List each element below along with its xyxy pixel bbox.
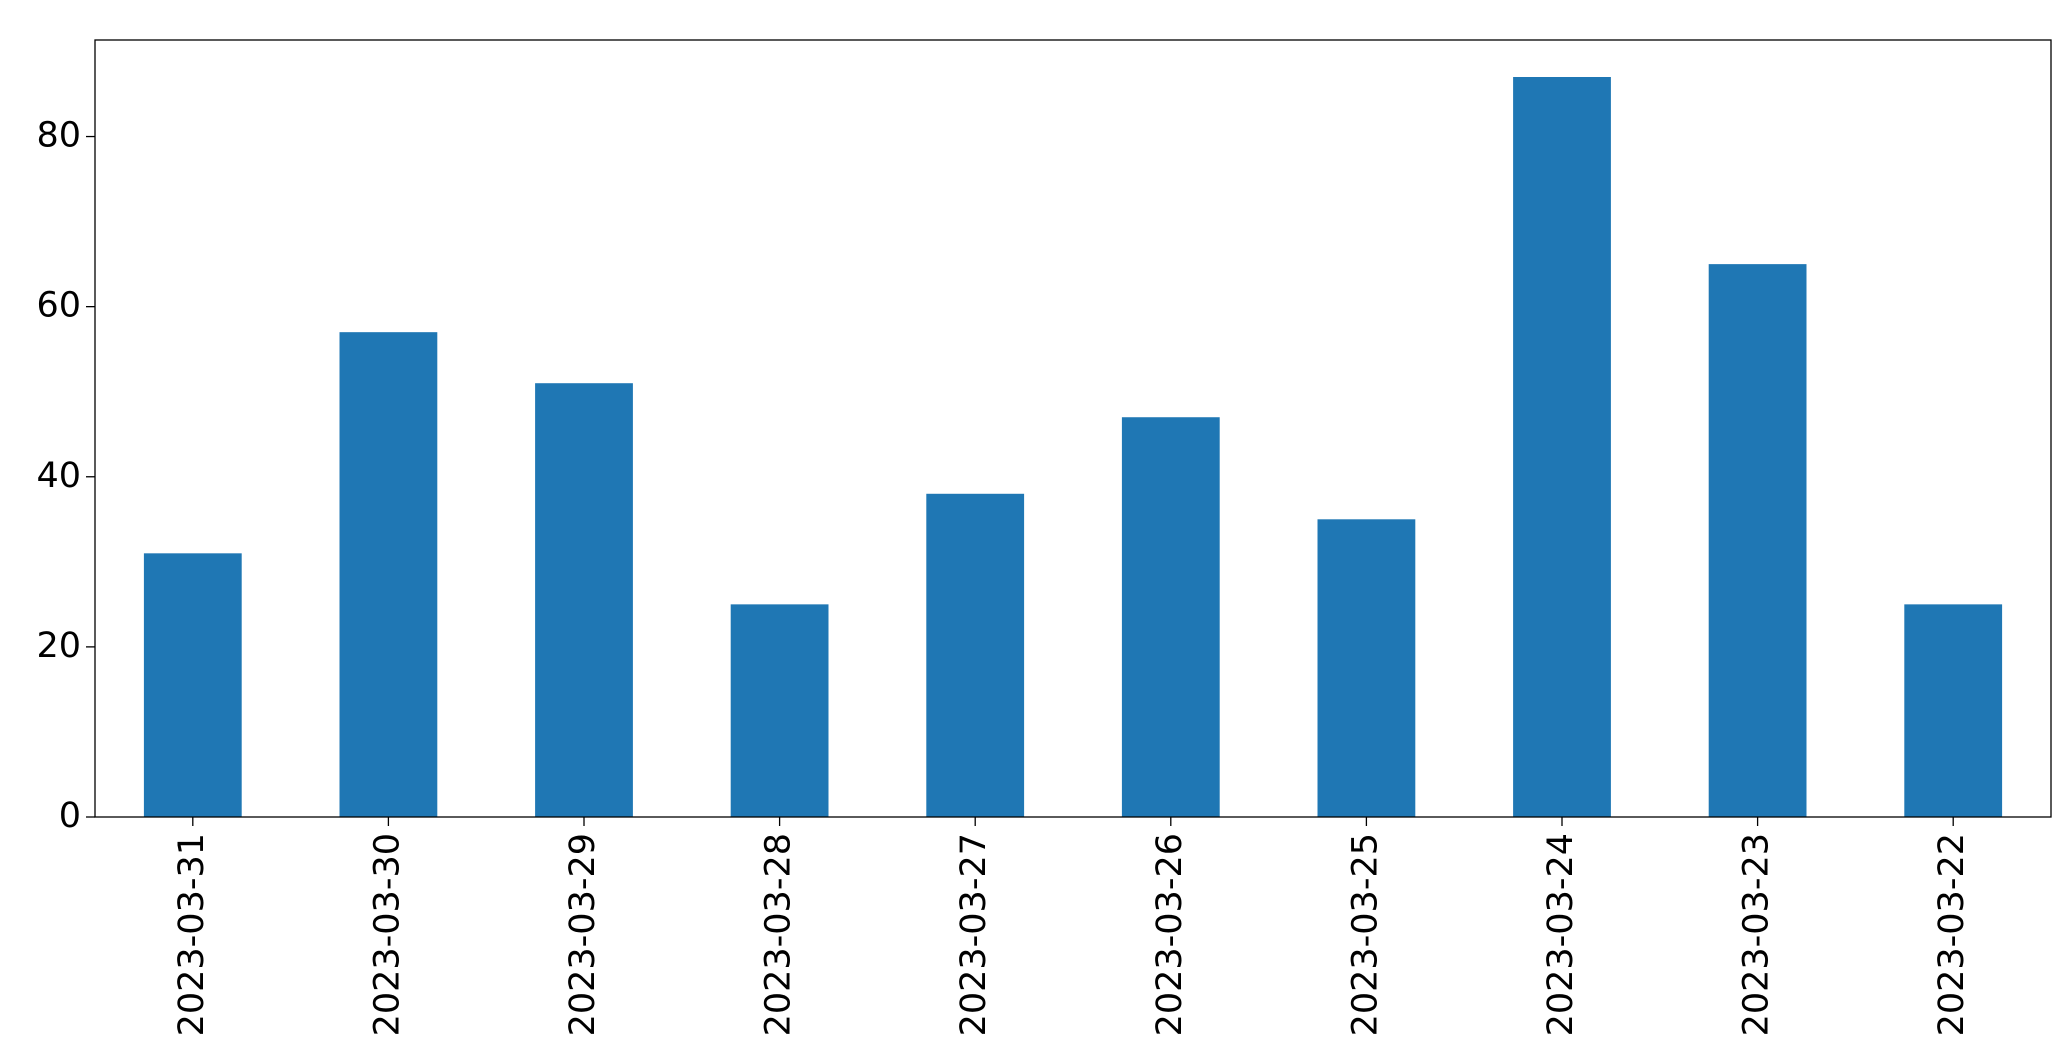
y-tick-label: 20 bbox=[36, 626, 81, 666]
y-tick-label: 0 bbox=[59, 796, 81, 836]
bar bbox=[339, 332, 438, 817]
x-tick-label: 2023-03-22 bbox=[1932, 833, 1972, 1036]
x-tick-label: 2023-03-31 bbox=[172, 833, 212, 1036]
plot-frame bbox=[94, 39, 2052, 818]
x-tick-label: 2023-03-24 bbox=[1541, 833, 1581, 1036]
bar bbox=[1317, 519, 1416, 817]
x-tick-label: 2023-03-29 bbox=[563, 833, 603, 1036]
bar bbox=[1708, 264, 1807, 817]
x-tick-label: 2023-03-30 bbox=[367, 833, 407, 1036]
bar bbox=[730, 604, 829, 817]
bar bbox=[1904, 604, 2003, 817]
x-tick-label: 2023-03-23 bbox=[1737, 833, 1777, 1036]
bar bbox=[1121, 417, 1220, 817]
y-tick-label: 80 bbox=[36, 116, 81, 156]
bar bbox=[1513, 77, 1611, 817]
bar bbox=[535, 383, 633, 817]
bar bbox=[143, 553, 242, 817]
x-tick-label: 2023-03-25 bbox=[1345, 833, 1385, 1036]
x-tick-label: 2023-03-28 bbox=[759, 833, 799, 1036]
x-tick-label: 2023-03-26 bbox=[1150, 833, 1190, 1036]
x-tick-label: 2023-03-27 bbox=[954, 833, 994, 1036]
y-tick-label: 40 bbox=[36, 456, 81, 496]
y-tick-label: 60 bbox=[36, 286, 81, 326]
bar bbox=[926, 493, 1025, 817]
